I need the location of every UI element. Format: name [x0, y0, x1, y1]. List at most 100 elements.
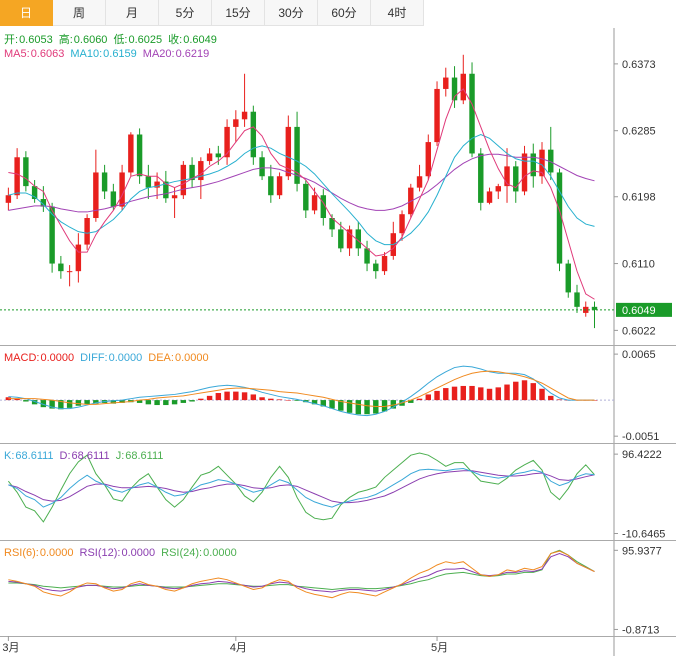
candle-body-40 — [355, 229, 362, 249]
rsi-label: RSI(12): — [80, 547, 121, 559]
candle-body-29 — [259, 157, 265, 177]
macd-bar-51 — [451, 386, 458, 401]
candle-body-55 — [486, 191, 493, 203]
kdj-value: 68.6111 — [15, 450, 53, 462]
kdj-ytick-label-1: -10.6465 — [622, 529, 665, 541]
candle-body-26 — [233, 119, 239, 127]
macd-bar-25 — [224, 391, 230, 401]
macd-bar-23 — [206, 395, 213, 401]
candle-body-22 — [198, 161, 204, 181]
candle-body-56 — [495, 186, 501, 192]
macd-bar-7 — [66, 400, 73, 408]
candle-body-36 — [320, 195, 327, 219]
ohlc-label: 收: — [168, 32, 182, 46]
macd-bar-33 — [294, 400, 300, 401]
tab-0[interactable]: 日 — [0, 0, 53, 26]
rsi-ytick-label-1: -0.8713 — [622, 624, 659, 636]
macd-bar-2 — [23, 400, 29, 402]
macd-bar-52 — [460, 385, 466, 401]
candle-body-13 — [119, 172, 125, 207]
macd-bar-35 — [311, 400, 318, 405]
tab-3[interactable]: 5分 — [159, 0, 212, 26]
candle-body-27 — [241, 111, 248, 120]
tab-7[interactable]: 4时 — [371, 0, 424, 26]
macd-bar-0 — [5, 397, 12, 401]
macd-label: MACD: — [4, 352, 39, 364]
macd-bar-1 — [14, 398, 20, 401]
tab-4[interactable]: 15分 — [212, 0, 265, 26]
macd-bar-22 — [198, 398, 204, 401]
tab-5[interactable]: 30分 — [265, 0, 318, 26]
macd-bar-58 — [513, 381, 519, 401]
rsi-value: 0.0000 — [121, 547, 155, 559]
candle-body-63 — [556, 172, 563, 264]
macd-bar-15 — [136, 400, 143, 403]
ohlc-label: 高: — [59, 32, 73, 46]
main-ytick-label-3: 0.6110 — [622, 259, 655, 271]
macd-bar-19 — [171, 400, 178, 405]
candle-body-59 — [521, 153, 528, 192]
rsi-value: 0.0000 — [203, 547, 237, 559]
macd-bar-3 — [31, 400, 38, 405]
ma-value: 0.6219 — [176, 48, 210, 60]
macd-bar-21 — [189, 400, 195, 402]
d-line — [8, 470, 595, 504]
ohlc-value: 0.6049 — [183, 34, 217, 46]
ma-value: 0.6063 — [31, 48, 65, 60]
candle-body-60 — [530, 153, 536, 177]
macd-bar-10 — [93, 400, 99, 404]
ma10-line — [8, 133, 595, 246]
candle-body-16 — [145, 176, 152, 188]
candle-body-52 — [460, 73, 466, 101]
main-ytick-label-2: 0.6198 — [622, 192, 656, 204]
candle-body-30 — [268, 176, 274, 196]
macd-value: 0.0000 — [40, 352, 74, 364]
candle-body-54 — [478, 153, 484, 203]
macd-bar-32 — [285, 400, 292, 401]
tab-2[interactable]: 月 — [106, 0, 159, 26]
candle-body-67 — [591, 306, 598, 310]
kdj-ytick-label-0: 96.4222 — [622, 449, 662, 461]
main-ytick-label-0: 0.6373 — [622, 59, 656, 71]
candle-body-51 — [451, 77, 458, 101]
macd-bar-47 — [416, 398, 423, 401]
candle-body-43 — [381, 255, 388, 272]
macd-bar-24 — [215, 393, 222, 401]
macd-ytick-label-0: 0.0065 — [622, 349, 656, 361]
k-line — [8, 468, 595, 508]
candle-body-15 — [136, 134, 143, 177]
tab-1[interactable]: 周 — [53, 0, 106, 26]
macd-bar-18 — [163, 400, 169, 406]
candle-body-2 — [23, 157, 29, 187]
candle-body-33 — [294, 126, 300, 184]
dea-line — [8, 370, 595, 407]
macd-bar-12 — [110, 400, 117, 404]
macd-bar-36 — [320, 400, 327, 407]
candle-body-25 — [224, 126, 230, 158]
rsi-label: RSI(24): — [161, 547, 202, 559]
last-price-tag: 0.6049 — [622, 305, 656, 317]
macd-bar-54 — [478, 387, 484, 401]
kdj-value: 68.6111 — [72, 450, 110, 462]
macd-bar-38 — [338, 400, 344, 411]
tab-6[interactable]: 60分 — [318, 0, 371, 26]
candle-body-28 — [250, 111, 257, 158]
candle-body-1 — [14, 157, 20, 196]
candle-body-9 — [84, 218, 90, 245]
macd-bar-50 — [443, 388, 449, 401]
macd-bar-37 — [329, 400, 335, 409]
candle-body-65 — [574, 292, 580, 307]
candle-body-3 — [31, 186, 38, 200]
macd-bar-62 — [548, 395, 554, 401]
macd-value: 0.0000 — [109, 352, 143, 364]
macd-bar-16 — [145, 400, 152, 405]
candle-body-45 — [399, 214, 405, 234]
macd-value: 0.0000 — [175, 352, 209, 364]
candle-body-35 — [311, 195, 318, 211]
xtick-label-2: 5月 — [431, 642, 448, 654]
candle-body-0 — [5, 195, 12, 203]
candle-body-48 — [425, 142, 431, 177]
macd-bar-61 — [539, 388, 545, 401]
candle-body-18 — [163, 181, 169, 199]
